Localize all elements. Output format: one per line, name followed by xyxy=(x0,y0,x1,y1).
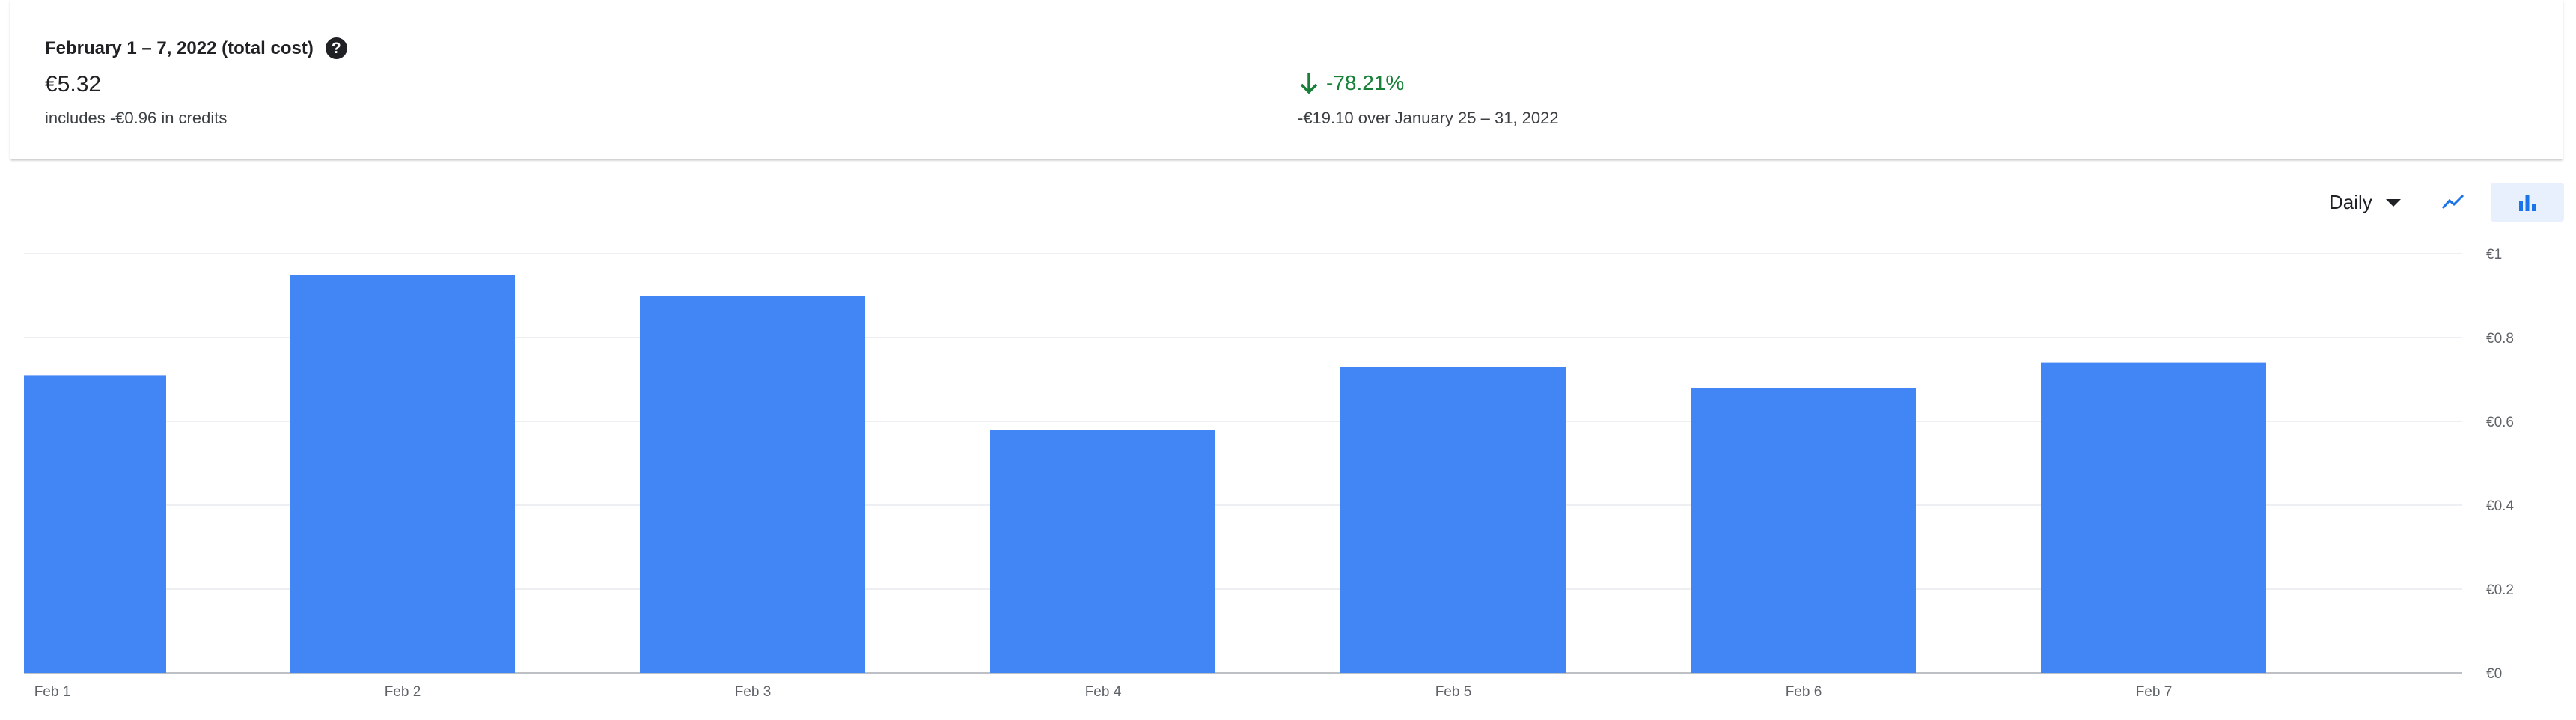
x-tick-label: Feb 7 xyxy=(2136,684,2173,700)
cost-change: -78.21% xyxy=(1299,71,1404,95)
help-icon[interactable]: ? xyxy=(325,37,347,59)
bar-feb-5[interactable] xyxy=(1340,367,1566,673)
arrow-down-icon xyxy=(1300,73,1318,94)
y-tick-label: €0.4 xyxy=(2486,498,2514,514)
bar-chart-icon xyxy=(2519,195,2536,211)
y-tick-label: €0.8 xyxy=(2486,331,2514,347)
y-axis-labels: €0 €0.2 €0.4 €0.6 €0.8 €1 xyxy=(2486,247,2514,682)
x-axis-labels: Feb 1 Feb 2 Feb 3 Feb 4 Feb 5 Feb 6 Feb 7 xyxy=(34,684,2173,700)
bar-feb-3[interactable] xyxy=(640,296,865,673)
change-percent: -78.21% xyxy=(1326,71,1405,94)
line-chart-icon xyxy=(2441,194,2464,210)
x-tick-label: Feb 3 xyxy=(735,684,772,700)
compare-note: -€19.10 over January 25 – 31, 2022 xyxy=(1298,109,1559,127)
period-title: February 1 – 7, 2022 (total cost) ? xyxy=(45,37,347,59)
cost-summary-card: February 1 – 7, 2022 (total cost) ? €5.3… xyxy=(10,0,2563,159)
total-cost: €5.32 xyxy=(45,72,102,97)
x-tick-label: Feb 6 xyxy=(1786,684,1822,700)
granularity-dropdown[interactable]: Daily xyxy=(2329,191,2401,214)
y-tick-label: €0.2 xyxy=(2486,582,2514,598)
x-tick-label: Feb 2 xyxy=(385,684,421,700)
caret-down-icon xyxy=(2385,198,2401,207)
x-tick-label: Feb 5 xyxy=(1435,684,1472,700)
y-tick-label: €0 xyxy=(2486,666,2502,682)
bar-feb-2[interactable] xyxy=(290,275,515,673)
x-tick-label: Feb 4 xyxy=(1085,684,1122,700)
line-chart-toggle[interactable] xyxy=(2434,183,2473,222)
bars xyxy=(24,275,2266,673)
credits-note: includes -€0.96 in credits xyxy=(45,109,228,127)
bar-feb-4[interactable] xyxy=(990,430,1215,673)
bar-feb-6[interactable] xyxy=(1691,388,1916,673)
granularity-label: Daily xyxy=(2329,191,2372,213)
y-tick-label: €1 xyxy=(2486,247,2502,263)
bar-feb-1[interactable] xyxy=(24,375,166,673)
y-tick-label: €0.6 xyxy=(2486,415,2514,430)
bar-chart-toggle[interactable] xyxy=(2491,183,2564,222)
x-tick-label: Feb 1 xyxy=(34,684,71,700)
bar-feb-7[interactable] xyxy=(2041,362,2266,673)
period-title-text: February 1 – 7, 2022 (total cost) xyxy=(45,37,314,58)
